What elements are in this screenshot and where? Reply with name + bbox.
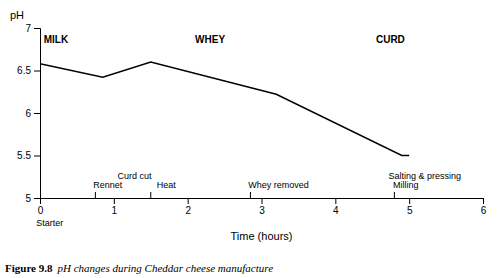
event-tick	[95, 192, 96, 198]
x-tick-label: 0	[38, 205, 44, 216]
x-axis-line	[41, 199, 484, 205]
process-label: Milling	[393, 180, 419, 190]
y-axis: 5 5.5 6 6.5 7	[17, 23, 40, 204]
process-label: Whey removed	[248, 180, 309, 190]
x-tick: 4	[333, 198, 339, 216]
section-label: WHEY	[195, 34, 225, 45]
event-tick	[150, 192, 151, 198]
x-tick-mark	[409, 198, 410, 204]
x-tick-label: 3	[259, 205, 265, 216]
x-tick-label: 2	[185, 205, 191, 216]
y-tick: 5.5	[17, 150, 40, 161]
y-tick: 6.5	[17, 65, 40, 76]
x-tick: 5	[407, 198, 413, 216]
x-tick-mark	[262, 198, 263, 204]
caption-text: pH changes during Cheddar cheese manufac…	[56, 262, 273, 274]
y-axis-title: pH	[10, 9, 24, 21]
event-tick	[250, 192, 251, 198]
y-tick: 5	[25, 193, 40, 204]
x-tick: 3	[259, 198, 265, 216]
starter-label: Starter	[36, 218, 63, 228]
y-axis-line	[34, 29, 41, 199]
y-tick-mark	[34, 198, 40, 199]
process-label: Curd cut	[118, 171, 153, 181]
y-tick-label: 5	[25, 193, 31, 204]
x-tick: 1	[112, 198, 118, 216]
ph-line	[40, 62, 409, 156]
x-tick-label: 5	[407, 205, 413, 216]
caption: Figure 9.8pH changes during Cheddar chee…	[5, 262, 273, 274]
x-tick-mark	[335, 198, 336, 204]
y-tick-mark	[34, 156, 40, 157]
x-tick-mark	[483, 198, 484, 204]
y-tick: 7	[25, 23, 40, 34]
x-tick-label: 4	[333, 205, 339, 216]
y-tick-label: 7	[25, 23, 31, 34]
x-tick: 0	[38, 198, 44, 216]
x-tick: 6	[481, 198, 487, 216]
chart: 012345655.566.57MILKWHEYCURDRennetCurd c…	[0, 0, 498, 278]
x-tick-mark	[188, 198, 189, 204]
x-tick: 2	[185, 198, 191, 216]
y-tick-mark	[34, 113, 40, 114]
x-tick-label: 6	[481, 205, 487, 216]
x-axis-title: Time (hours)	[231, 230, 293, 242]
section-label: MILK	[44, 34, 69, 45]
y-tick-mark	[34, 71, 40, 72]
y-tick: 6	[25, 108, 40, 119]
x-tick-mark	[114, 198, 115, 204]
event-tick	[394, 192, 395, 198]
annotations: MILKWHEYCURDRennetCurd cutHeatWhey remov…	[36, 34, 461, 228]
section-label: CURD	[376, 34, 405, 45]
y-tick-mark	[34, 28, 40, 29]
process-label: Heat	[157, 180, 177, 190]
y-tick-label: 6	[25, 108, 31, 119]
x-tick-label: 1	[112, 205, 118, 216]
y-tick-label: 6.5	[17, 65, 31, 76]
y-tick-label: 5.5	[17, 150, 31, 161]
caption-label: Figure 9.8	[5, 262, 53, 274]
plot-area	[40, 62, 409, 156]
x-axis: 0 1 2 3 4 5 6	[38, 198, 487, 216]
